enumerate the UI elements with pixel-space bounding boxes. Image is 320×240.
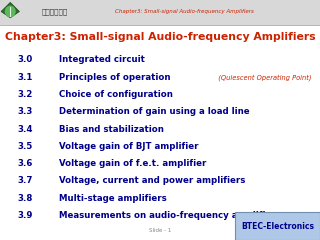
Text: Voltage gain of BJT amplifier: Voltage gain of BJT amplifier xyxy=(59,142,199,151)
Text: Principles of operation: Principles of operation xyxy=(59,73,171,82)
FancyBboxPatch shape xyxy=(235,212,320,240)
Text: Measurements on audio-frequency amplifiers: Measurements on audio-frequency amplifie… xyxy=(59,211,281,220)
Text: (Quiescent Operating Point): (Quiescent Operating Point) xyxy=(214,74,312,81)
Text: 3.8: 3.8 xyxy=(18,194,33,203)
Text: Bias and stabilization: Bias and stabilization xyxy=(59,125,164,134)
Polygon shape xyxy=(1,2,19,18)
Text: 3.9: 3.9 xyxy=(18,211,33,220)
Text: BTEC-Electronics: BTEC-Electronics xyxy=(241,222,314,231)
Text: Voltage, current and power amplifiers: Voltage, current and power amplifiers xyxy=(59,176,245,186)
Text: 3.1: 3.1 xyxy=(18,73,33,82)
Text: 3.4: 3.4 xyxy=(18,125,33,134)
Text: 3.6: 3.6 xyxy=(18,159,33,168)
Text: 3.0: 3.0 xyxy=(18,55,33,65)
Text: 3.3: 3.3 xyxy=(18,107,33,116)
Ellipse shape xyxy=(5,6,16,18)
Text: Chapter3: Small-signal Audio-frequency Amplifiers: Chapter3: Small-signal Audio-frequency A… xyxy=(5,32,315,42)
Text: Multi-stage amplifiers: Multi-stage amplifiers xyxy=(59,194,167,203)
Text: Slide - 1: Slide - 1 xyxy=(149,228,171,233)
Text: Chapter3: Small-signal Audio-frequency Amplifiers: Chapter3: Small-signal Audio-frequency A… xyxy=(115,9,254,14)
Text: Integrated circuit: Integrated circuit xyxy=(59,55,145,65)
Text: Voltage gain of f.e.t. amplifier: Voltage gain of f.e.t. amplifier xyxy=(59,159,207,168)
FancyBboxPatch shape xyxy=(0,0,320,25)
Text: 3.7: 3.7 xyxy=(18,176,33,186)
Text: 3.5: 3.5 xyxy=(18,142,33,151)
Text: 广东教育学院: 广东教育学院 xyxy=(42,8,68,15)
Text: Determination of gain using a load line: Determination of gain using a load line xyxy=(59,107,250,116)
Text: 3.2: 3.2 xyxy=(18,90,33,99)
Text: Choice of configuration: Choice of configuration xyxy=(59,90,173,99)
